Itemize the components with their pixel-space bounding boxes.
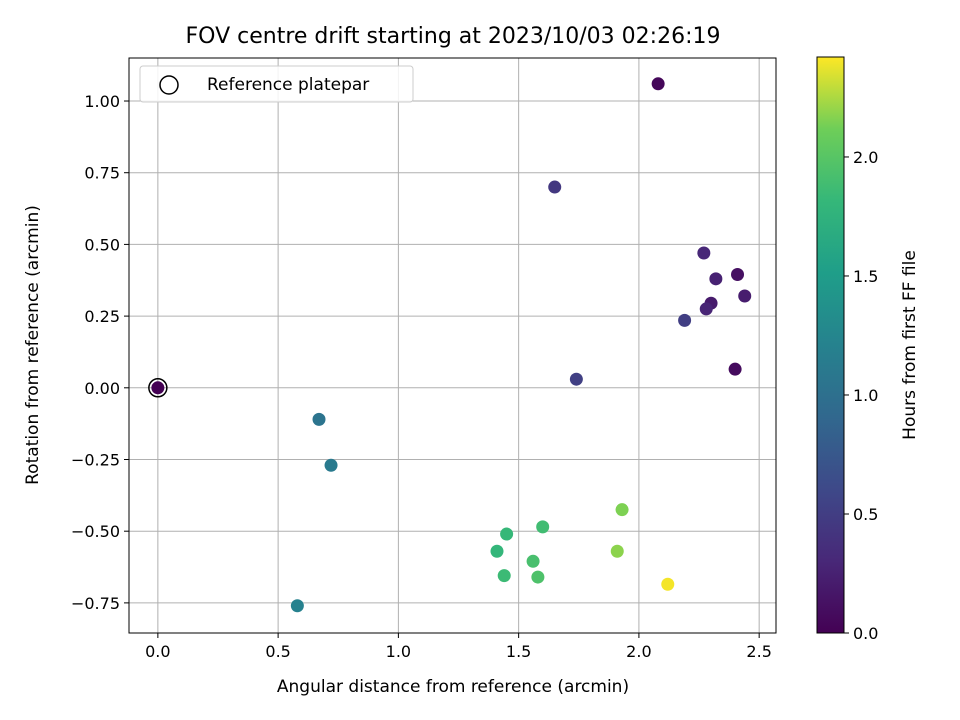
x-tick-label: 0.0 xyxy=(145,642,170,661)
scatter-point xyxy=(312,412,326,426)
x-axis-ticks: 0.0 0.5 1.0 1.5 2.0 2.5 xyxy=(145,633,772,661)
scatter-point xyxy=(536,520,550,534)
scatter-point xyxy=(731,268,745,282)
legend-box xyxy=(139,65,414,103)
scatter-point xyxy=(531,570,545,584)
scatter-point xyxy=(651,77,665,91)
colorbar-frame xyxy=(816,56,845,634)
legend: Reference platepar xyxy=(139,65,414,103)
colorbar-ticks: 0.0 0.5 1.0 1.5 2.0 xyxy=(844,148,878,643)
scatter-point xyxy=(497,569,511,583)
legend-marker-icon xyxy=(159,75,179,95)
scatter-point xyxy=(290,599,304,613)
colorbar-gradient xyxy=(817,57,844,633)
chart-title: FOV centre drift starting at 2023/10/03 … xyxy=(186,24,721,49)
x-tick-label: 1.5 xyxy=(506,642,531,661)
colorbar-tick-label: 2.0 xyxy=(853,148,878,167)
x-tick-label: 1.0 xyxy=(386,642,411,661)
scatter-point xyxy=(728,362,742,376)
scatter-point xyxy=(678,313,692,327)
scatter-point xyxy=(738,289,752,303)
data-points xyxy=(151,77,752,613)
y-tick-label: 0.00 xyxy=(84,379,120,398)
y-tick-label: −0.75 xyxy=(71,594,120,613)
x-tick-label: 2.5 xyxy=(746,642,771,661)
scatter-point xyxy=(151,381,165,395)
x-axis-label: Angular distance from reference (arcmin) xyxy=(277,677,629,697)
scatter-point xyxy=(615,503,629,517)
colorbar-tick-label: 1.0 xyxy=(853,386,878,405)
scatter-point xyxy=(324,458,338,472)
y-tick-label: 0.75 xyxy=(84,164,120,183)
scatter-point xyxy=(699,302,713,316)
y-tick-label: −0.50 xyxy=(71,522,120,541)
scatter-point xyxy=(569,372,583,386)
y-axis-ticks: −0.75 −0.50 −0.25 0.00 0.25 0.50 0.75 1.00 xyxy=(71,92,129,613)
reference-marker xyxy=(148,378,168,398)
x-tick-label: 2.0 xyxy=(626,642,651,661)
y-tick-label: 0.25 xyxy=(84,307,120,326)
x-tick-label: 0.5 xyxy=(265,642,290,661)
legend-label: Reference platepar xyxy=(207,75,369,95)
scatter-point xyxy=(610,544,624,558)
grid-lines xyxy=(129,58,776,633)
colorbar-tick-label: 0.5 xyxy=(853,505,878,524)
y-axis-label: Rotation from reference (arcmin) xyxy=(23,205,43,485)
y-tick-label: 0.50 xyxy=(84,235,120,254)
colorbar-tick-label: 1.5 xyxy=(853,267,878,286)
scatter-point xyxy=(548,180,562,194)
y-tick-label: 1.00 xyxy=(84,92,120,111)
colorbar-tick-label: 0.0 xyxy=(853,624,878,643)
y-tick-label: −0.25 xyxy=(71,450,120,469)
scatter-point xyxy=(709,272,723,286)
plot-area-frame xyxy=(128,57,777,634)
scatter-point xyxy=(697,246,711,260)
colorbar-label: Hours from first FF file xyxy=(900,250,920,440)
scatter-point xyxy=(526,554,540,568)
colorbar: 0.0 0.5 1.0 1.5 2.0 Hours from first FF file xyxy=(816,56,920,643)
scatter-point xyxy=(500,527,514,541)
scatter-point xyxy=(661,577,675,591)
scatter-point xyxy=(490,544,504,558)
